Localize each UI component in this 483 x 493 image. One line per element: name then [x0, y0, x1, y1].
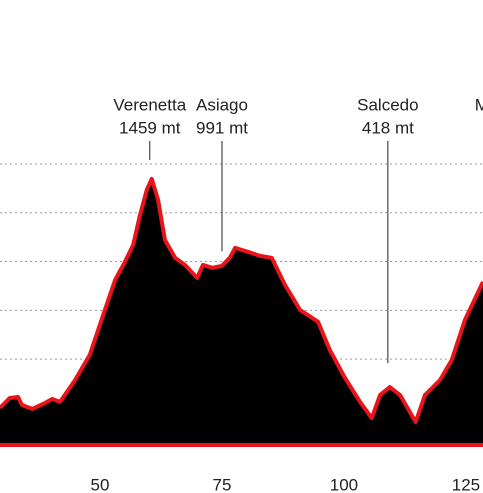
annotation-name: Mo: [475, 95, 483, 114]
x-tick-label: 125: [452, 475, 480, 493]
annotation-name: Salcedo: [357, 95, 418, 114]
x-tick-label: 75: [213, 475, 232, 493]
annotation-name: Verenetta: [113, 95, 186, 114]
annotation-label: 1459 mt: [119, 118, 181, 137]
annotation-name: Asiago: [196, 95, 248, 114]
elevation-area: [0, 178, 483, 445]
annotation-label: 418 mt: [362, 118, 414, 137]
annotation-label: 991 mt: [196, 118, 248, 137]
x-tick-label: 50: [91, 475, 110, 493]
x-tick-label: 100: [330, 475, 358, 493]
elevation-line: [0, 176, 483, 424]
